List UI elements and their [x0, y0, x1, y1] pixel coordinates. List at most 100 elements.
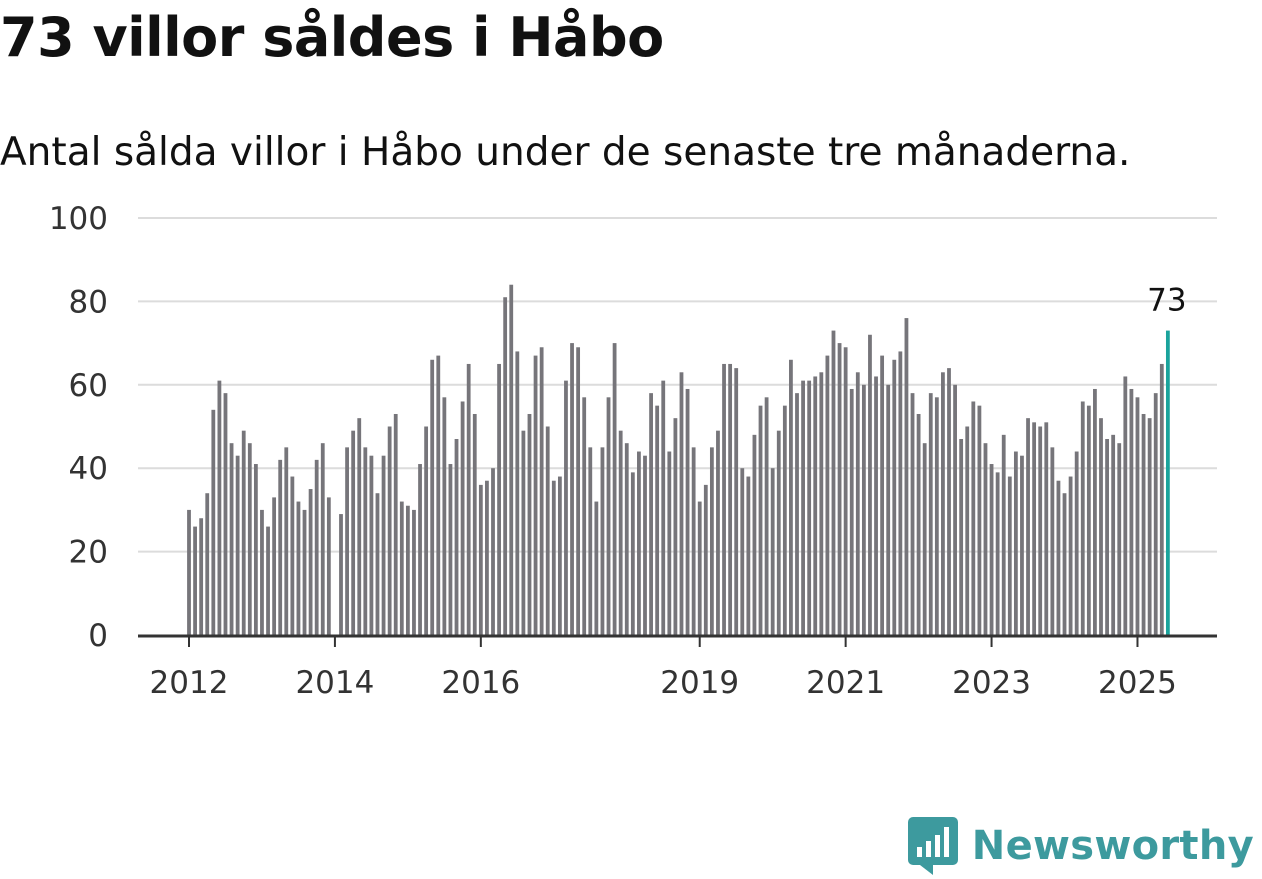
- bar: [843, 347, 848, 635]
- bar: [837, 343, 842, 635]
- bar: [1153, 393, 1158, 635]
- bar: [533, 355, 538, 635]
- bar: [789, 359, 793, 635]
- bar: [661, 380, 666, 635]
- bar: [807, 380, 812, 635]
- bar: [557, 476, 562, 635]
- bar: [302, 509, 307, 635]
- bar: [977, 405, 982, 635]
- bar: [1044, 422, 1049, 635]
- value-labels: 73: [1147, 283, 1186, 319]
- bar: [703, 484, 708, 635]
- bar: [1007, 476, 1012, 635]
- bar: [1135, 397, 1140, 635]
- bar: [412, 509, 416, 635]
- bar: [989, 464, 994, 635]
- bar: [649, 393, 653, 635]
- bar-chart: 0 20 40 60 80 100 2012 2014 2016 2019 2021 2023 202…: [49, 201, 1217, 701]
- bar: [971, 401, 976, 635]
- bar: [436, 355, 441, 635]
- bar: [594, 501, 599, 635]
- bar: [953, 384, 957, 635]
- y-axis-ticks: 0 20 40 60 80 100: [49, 201, 108, 654]
- bar: [363, 447, 368, 635]
- bar: [728, 363, 733, 635]
- bar: [320, 443, 325, 635]
- bar: [187, 509, 191, 635]
- newsworthy-logo: Newsworthy: [907, 817, 1254, 875]
- bar: [965, 426, 970, 635]
- bar: [296, 501, 301, 635]
- bar: [351, 430, 356, 635]
- bar: [637, 451, 641, 635]
- bar: [770, 468, 775, 635]
- bar: [922, 443, 927, 635]
- bar: [983, 443, 988, 635]
- x-tick-label: 2016: [441, 665, 520, 701]
- bar: [819, 372, 824, 635]
- bar: [655, 405, 660, 635]
- highlight-bar: [1165, 330, 1170, 635]
- bar: [1032, 422, 1037, 635]
- bar: [424, 426, 429, 635]
- bar: [235, 455, 240, 635]
- bar: [570, 343, 574, 635]
- bar: [630, 472, 635, 635]
- bar: [1062, 493, 1067, 635]
- bar: [928, 393, 933, 635]
- bar: [880, 355, 885, 635]
- bar: [527, 413, 532, 635]
- y-tick-label: 0: [88, 618, 108, 654]
- bar: [193, 526, 197, 635]
- bar: [278, 459, 283, 635]
- bar: [551, 480, 556, 635]
- bar: [959, 439, 964, 635]
- bar: [1093, 388, 1097, 635]
- bar: [709, 447, 714, 635]
- bar: [1013, 451, 1018, 635]
- bar: [272, 497, 277, 635]
- bar: [776, 430, 781, 635]
- bar: [308, 489, 313, 635]
- bar-chart-bubble-icon: [907, 817, 958, 875]
- bar: [576, 347, 581, 635]
- bar: [886, 384, 891, 635]
- bar: [752, 434, 757, 635]
- bar: [916, 413, 921, 635]
- bar: [485, 480, 489, 635]
- bar: [381, 455, 386, 635]
- bar: [1056, 480, 1061, 635]
- bar: [758, 405, 763, 635]
- bar: [679, 372, 684, 635]
- bar: [892, 359, 897, 635]
- bar: [478, 484, 483, 635]
- bar: [588, 447, 593, 635]
- y-tick-label: 40: [69, 451, 108, 487]
- bar: [491, 468, 495, 635]
- bar: [387, 426, 392, 635]
- bar: [1026, 418, 1030, 635]
- bar: [624, 443, 629, 635]
- bar: [825, 355, 830, 635]
- bar: [1105, 439, 1109, 635]
- bar: [375, 493, 380, 635]
- bar: [1159, 363, 1164, 635]
- bar: [260, 509, 264, 635]
- bar: [934, 397, 939, 635]
- y-tick-label: 80: [69, 284, 108, 320]
- bar: [831, 330, 836, 635]
- bar: [1123, 376, 1128, 635]
- bar: [1050, 447, 1055, 635]
- gridlines: [138, 217, 1217, 553]
- bar: [1111, 434, 1116, 635]
- bar: [503, 297, 508, 635]
- bar: [764, 397, 769, 635]
- bar: [1020, 455, 1024, 635]
- bar: [539, 347, 544, 635]
- bar: [217, 380, 222, 635]
- bar: [691, 447, 696, 635]
- bar: [357, 418, 362, 635]
- bar: [1086, 405, 1091, 635]
- bar: [515, 351, 520, 635]
- bar: [1074, 451, 1079, 635]
